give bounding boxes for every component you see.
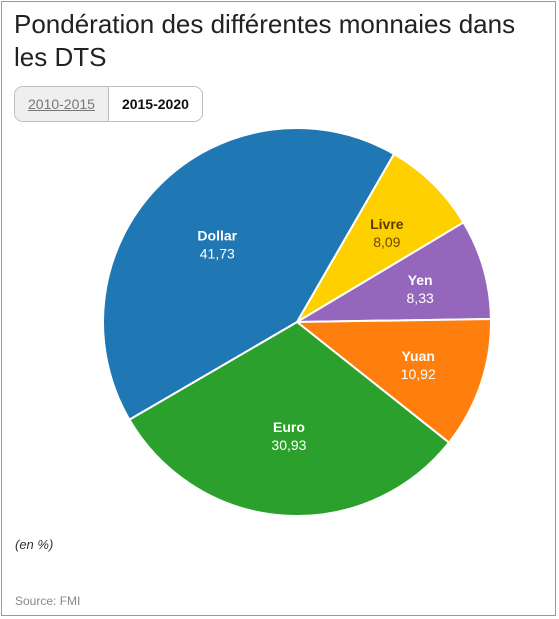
slice-label-euro: Euro [273,419,305,435]
period-tabs: 2010-2015 2015-2020 [14,86,203,122]
slice-dollar[interactable] [102,127,396,422]
slice-euro[interactable] [128,320,451,517]
slice-livre[interactable] [294,152,465,325]
slice-value-yuan: 10,92 [401,366,436,382]
slice-value-dollar: 41,73 [200,246,235,262]
tab-2015-2020[interactable]: 2015-2020 [108,87,202,121]
slice-label-yen: Yen [408,272,433,288]
slice-label-livre: Livre [370,216,404,232]
source-credit: Source: FMI [15,594,81,608]
slice-label-dollar: Dollar [197,228,237,244]
pie-slices [102,127,492,517]
pie-labels: Livre 8,09 Yen 8,33 Yuan 10,92 Euro 30,93 Dollar… [197,216,436,453]
slice-yuan[interactable] [294,317,492,444]
tab-2010-2015[interactable]: 2010-2015 [15,87,109,121]
slice-value-yen: 8,33 [407,290,434,306]
page-title: Pondération des différentes monnaies dan… [14,9,516,72]
unit-note: (en %) [15,537,54,552]
slice-value-euro: 30,93 [271,437,306,453]
slice-yen[interactable] [293,221,492,324]
slice-label-yuan: Yuan [401,348,434,364]
slice-value-livre: 8,09 [373,234,400,250]
